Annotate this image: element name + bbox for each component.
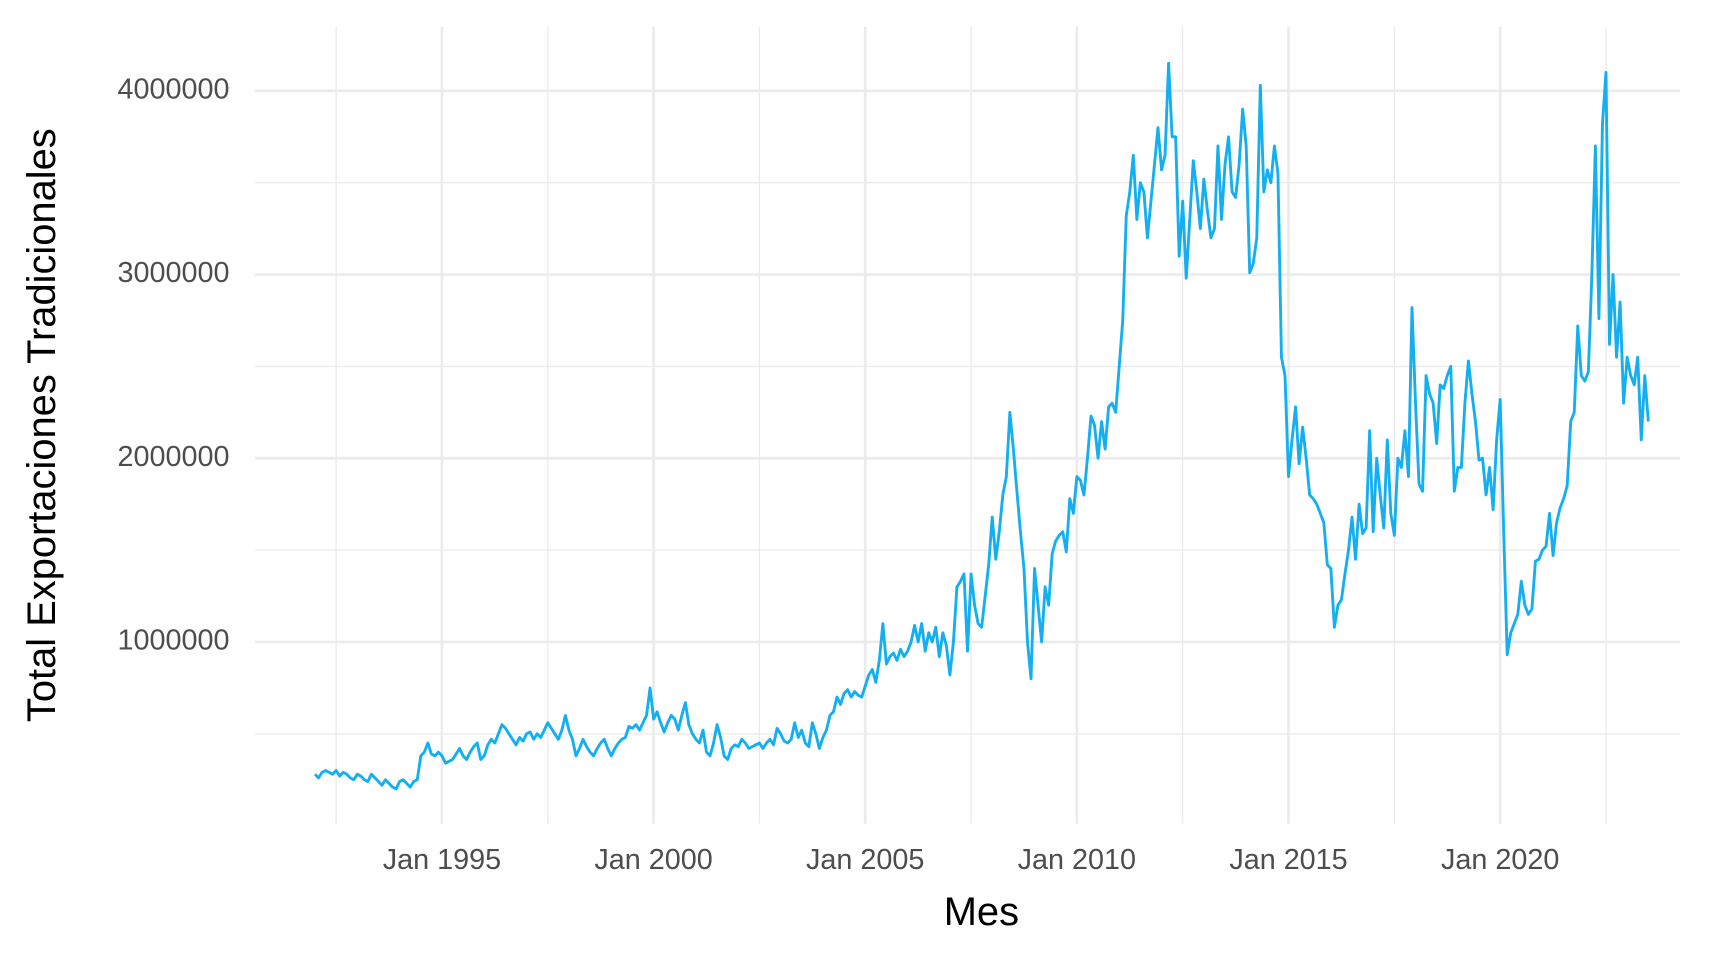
y-tick-label: 2000000 bbox=[118, 441, 230, 473]
x-tick-label: Jan 2015 bbox=[1229, 844, 1347, 876]
grid bbox=[255, 26, 1681, 824]
y-tick-label: 1000000 bbox=[118, 625, 230, 657]
x-tick-label: Jan 2010 bbox=[1018, 844, 1136, 876]
y-tick-label: 3000000 bbox=[118, 257, 230, 289]
y-tick-label: 4000000 bbox=[118, 73, 230, 105]
x-tick-label: Jan 2005 bbox=[806, 844, 924, 876]
x-tick-label: Jan 2020 bbox=[1441, 844, 1559, 876]
y-axis-title: Total Exportaciones Tradicionales bbox=[20, 128, 64, 722]
x-tick-label: Jan 2000 bbox=[594, 844, 712, 876]
x-tick-label: Jan 1995 bbox=[383, 844, 501, 876]
labels: Mes Total Exportaciones Tradicionales 10… bbox=[20, 73, 1559, 934]
line bbox=[313, 61, 1650, 791]
x-axis-title: Mes bbox=[944, 890, 1019, 934]
plot-area bbox=[313, 61, 1650, 791]
